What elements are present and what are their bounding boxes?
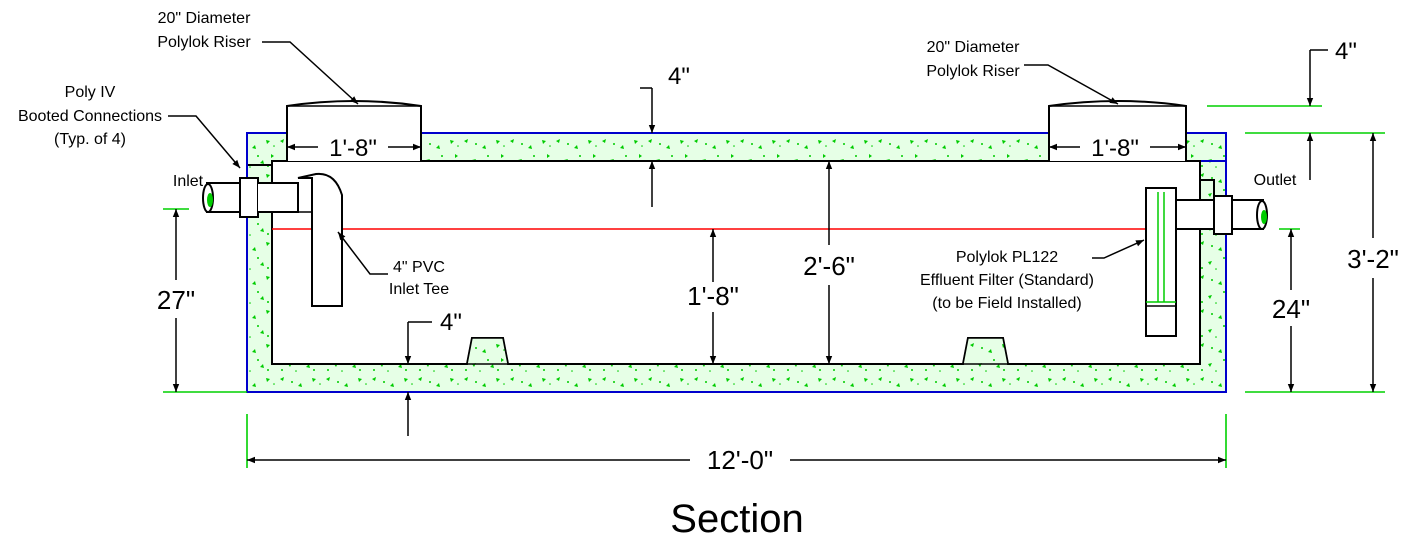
dim-overall-length: 12'-0" bbox=[707, 445, 773, 475]
inlet-label: Inlet bbox=[173, 173, 204, 190]
dim-overall-height: 3'-2" bbox=[1347, 244, 1399, 274]
svg-text:Inlet Tee: Inlet Tee bbox=[389, 281, 449, 298]
inlet-tee-label: 4" PVC Inlet Tee bbox=[389, 259, 449, 298]
svg-text:Polylok Riser: Polylok Riser bbox=[926, 63, 1020, 80]
svg-text:Effluent Filter (Standard): Effluent Filter (Standard) bbox=[920, 272, 1094, 289]
dim-riser-left-width: 1'-8" bbox=[329, 135, 377, 162]
riser-right bbox=[1048, 100, 1187, 161]
inlet-pipe bbox=[202, 164, 273, 218]
dim-inlet-invert: 27" bbox=[157, 285, 195, 315]
section-title: Section bbox=[670, 497, 803, 541]
svg-text:20" Diameter: 20" Diameter bbox=[927, 39, 1021, 56]
svg-text:4" PVC: 4" PVC bbox=[393, 259, 445, 276]
svg-text:Polylok Riser: Polylok Riser bbox=[157, 34, 251, 51]
dim-interior-height: 2'-6" bbox=[803, 251, 855, 281]
svg-text:20" Diameter: 20" Diameter bbox=[158, 10, 252, 27]
booted-connections-label: Poly IV Booted Connections (Typ. of 4) bbox=[18, 84, 162, 148]
leader-lines bbox=[168, 41, 1145, 275]
effluent-filter bbox=[1145, 187, 1177, 337]
riser-left-label: 20" Diameter Polylok Riser bbox=[157, 10, 251, 51]
dim-riser-right-width: 1'-8" bbox=[1091, 135, 1139, 162]
dim-outlet-invert: 24" bbox=[1272, 294, 1310, 324]
riser-right-label: 20" Diameter Polylok Riser bbox=[926, 39, 1020, 80]
outlet-label: Outlet bbox=[1254, 172, 1297, 189]
dim-liquid-depth: 1'-8" bbox=[687, 281, 739, 311]
inlet-tee bbox=[258, 172, 343, 307]
dim-riser-height: 4" bbox=[1335, 38, 1357, 65]
tank-outline bbox=[246, 132, 1227, 393]
dim-bottom-slab: 4" bbox=[440, 309, 462, 336]
dimension-lines bbox=[172, 49, 1377, 464]
svg-text:Booted Connections: Booted Connections bbox=[18, 108, 162, 125]
dim-top-slab: 4" bbox=[668, 63, 690, 90]
svg-text:Polylok PL122: Polylok PL122 bbox=[956, 249, 1058, 266]
svg-text:Poly IV: Poly IV bbox=[65, 84, 116, 101]
svg-text:(to be Field Installed): (to be Field Installed) bbox=[932, 295, 1081, 312]
svg-text:(Typ. of 4): (Typ. of 4) bbox=[54, 131, 126, 148]
effluent-filter-label: Polylok PL122 Effluent Filter (Standard)… bbox=[920, 249, 1094, 312]
